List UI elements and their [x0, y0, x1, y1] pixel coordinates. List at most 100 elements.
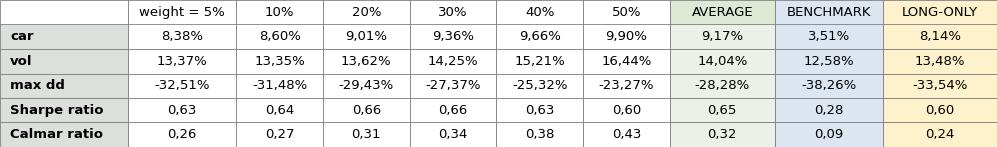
Text: 0,09: 0,09 — [815, 128, 843, 141]
Bar — [583, 49, 670, 74]
Text: 9,01%: 9,01% — [345, 30, 387, 43]
Bar — [0, 49, 128, 74]
Bar — [775, 98, 883, 122]
Text: 0,63: 0,63 — [167, 104, 196, 117]
Text: weight = 5%: weight = 5% — [140, 6, 225, 19]
Text: 0,34: 0,34 — [439, 128, 468, 141]
Text: 8,38%: 8,38% — [162, 30, 203, 43]
Text: -33,54%: -33,54% — [912, 79, 968, 92]
Text: 13,37%: 13,37% — [157, 55, 207, 68]
Bar — [883, 25, 997, 49]
Bar — [583, 0, 670, 25]
Bar — [410, 0, 497, 25]
Bar — [497, 74, 583, 98]
Text: 13,62%: 13,62% — [341, 55, 392, 68]
Bar — [883, 98, 997, 122]
Bar — [670, 0, 775, 25]
Text: max dd: max dd — [10, 79, 65, 92]
Text: BENCHMARK: BENCHMARK — [787, 6, 871, 19]
Text: -31,48%: -31,48% — [252, 79, 307, 92]
Bar — [883, 122, 997, 147]
Text: 0,65: 0,65 — [708, 104, 737, 117]
Bar — [410, 74, 497, 98]
Text: 0,64: 0,64 — [265, 104, 294, 117]
Text: 0,66: 0,66 — [352, 104, 381, 117]
Text: 8,14%: 8,14% — [919, 30, 961, 43]
Text: LONG-ONLY: LONG-ONLY — [902, 6, 978, 19]
Text: 10%: 10% — [265, 6, 294, 19]
Bar — [0, 98, 128, 122]
Bar — [128, 74, 236, 98]
Text: -27,37%: -27,37% — [426, 79, 481, 92]
Text: -25,32%: -25,32% — [511, 79, 567, 92]
Bar — [775, 74, 883, 98]
Bar — [410, 49, 497, 74]
Text: 20%: 20% — [352, 6, 381, 19]
Text: -29,43%: -29,43% — [339, 79, 394, 92]
Bar — [883, 74, 997, 98]
Bar — [0, 25, 128, 49]
Text: 8,60%: 8,60% — [258, 30, 300, 43]
Text: 13,35%: 13,35% — [254, 55, 305, 68]
Text: 0,43: 0,43 — [612, 128, 641, 141]
Bar — [323, 98, 410, 122]
Bar — [775, 49, 883, 74]
Bar — [497, 122, 583, 147]
Text: 0,63: 0,63 — [525, 104, 554, 117]
Text: 14,25%: 14,25% — [428, 55, 479, 68]
Text: 0,66: 0,66 — [439, 104, 468, 117]
Text: 0,38: 0,38 — [525, 128, 554, 141]
Text: Sharpe ratio: Sharpe ratio — [10, 104, 104, 117]
Bar — [128, 98, 236, 122]
Bar — [497, 25, 583, 49]
Text: 16,44%: 16,44% — [601, 55, 652, 68]
Bar — [583, 74, 670, 98]
Bar — [323, 0, 410, 25]
Bar — [323, 74, 410, 98]
Bar — [497, 98, 583, 122]
Text: 15,21%: 15,21% — [514, 55, 565, 68]
Bar — [323, 49, 410, 74]
Text: 14,04%: 14,04% — [697, 55, 748, 68]
Bar — [883, 49, 997, 74]
Text: 9,17%: 9,17% — [701, 30, 744, 43]
Bar — [583, 98, 670, 122]
Text: 13,48%: 13,48% — [915, 55, 965, 68]
Text: 0,24: 0,24 — [925, 128, 955, 141]
Text: AVERAGE: AVERAGE — [692, 6, 753, 19]
Bar — [775, 25, 883, 49]
Bar — [775, 122, 883, 147]
Text: 0,28: 0,28 — [815, 104, 843, 117]
Text: 0,31: 0,31 — [352, 128, 381, 141]
Bar — [128, 25, 236, 49]
Bar — [0, 0, 128, 25]
Bar — [128, 49, 236, 74]
Bar — [323, 25, 410, 49]
Bar — [670, 25, 775, 49]
Bar — [236, 49, 323, 74]
Text: -32,51%: -32,51% — [155, 79, 209, 92]
Bar — [236, 122, 323, 147]
Bar — [583, 25, 670, 49]
Text: 9,90%: 9,90% — [605, 30, 647, 43]
Text: 12,58%: 12,58% — [804, 55, 854, 68]
Text: 0,26: 0,26 — [167, 128, 196, 141]
Bar — [236, 98, 323, 122]
Text: 0,27: 0,27 — [265, 128, 294, 141]
Bar — [410, 98, 497, 122]
Text: vol: vol — [10, 55, 33, 68]
Bar — [410, 25, 497, 49]
Text: -38,26%: -38,26% — [802, 79, 856, 92]
Bar — [236, 25, 323, 49]
Bar — [497, 49, 583, 74]
Bar — [670, 49, 775, 74]
Text: Calmar ratio: Calmar ratio — [10, 128, 103, 141]
Bar — [0, 74, 128, 98]
Bar — [128, 122, 236, 147]
Text: 9,66%: 9,66% — [518, 30, 560, 43]
Bar — [236, 0, 323, 25]
Bar — [128, 0, 236, 25]
Text: 0,32: 0,32 — [708, 128, 737, 141]
Bar — [670, 74, 775, 98]
Bar — [883, 0, 997, 25]
